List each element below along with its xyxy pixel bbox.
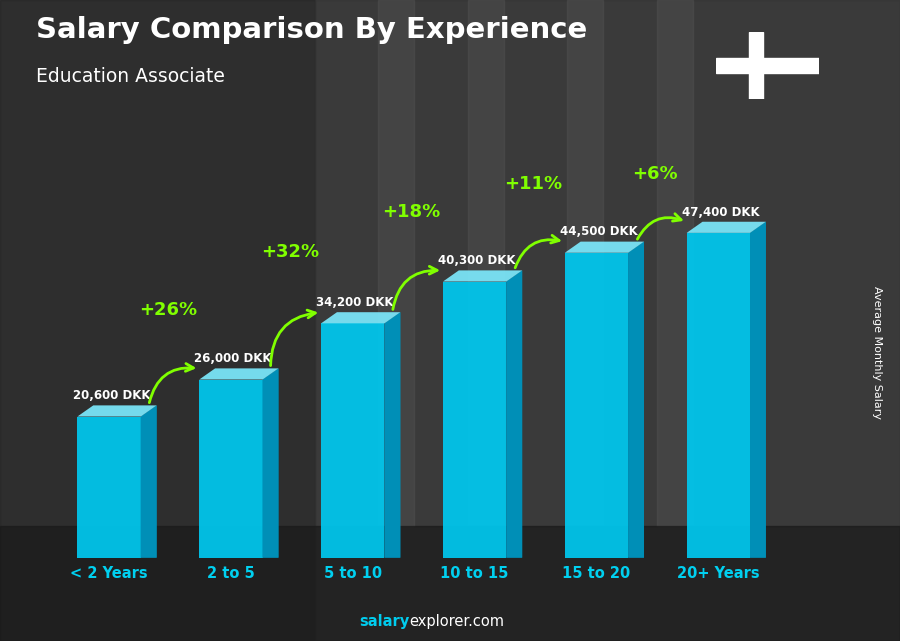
Polygon shape xyxy=(384,312,400,558)
Polygon shape xyxy=(263,369,278,558)
Polygon shape xyxy=(687,233,750,558)
Polygon shape xyxy=(77,417,140,558)
FancyArrowPatch shape xyxy=(515,235,559,268)
Text: +11%: +11% xyxy=(504,175,562,193)
Polygon shape xyxy=(443,271,522,281)
Text: Average Monthly Salary: Average Monthly Salary xyxy=(872,286,883,419)
Text: 20,600 DKK: 20,600 DKK xyxy=(73,389,150,402)
Text: 26,000 DKK: 26,000 DKK xyxy=(194,352,272,365)
Bar xyxy=(657,0,693,526)
Polygon shape xyxy=(263,369,278,558)
Bar xyxy=(0,0,315,641)
Polygon shape xyxy=(628,242,644,558)
Bar xyxy=(0,526,900,641)
Text: 40,300 DKK: 40,300 DKK xyxy=(438,254,516,267)
Text: +18%: +18% xyxy=(382,203,441,221)
FancyArrowPatch shape xyxy=(393,267,437,310)
Text: 47,400 DKK: 47,400 DKK xyxy=(682,206,760,219)
Polygon shape xyxy=(384,312,400,558)
Polygon shape xyxy=(321,323,384,558)
Polygon shape xyxy=(750,222,766,558)
Polygon shape xyxy=(140,405,157,558)
Polygon shape xyxy=(443,281,507,558)
Text: explorer.com: explorer.com xyxy=(410,615,505,629)
Polygon shape xyxy=(77,405,157,417)
Polygon shape xyxy=(687,222,766,233)
Text: +32%: +32% xyxy=(261,243,319,261)
Text: salary: salary xyxy=(359,615,410,629)
Bar xyxy=(749,32,763,99)
Bar xyxy=(468,0,504,526)
Text: Education Associate: Education Associate xyxy=(36,67,225,87)
Text: 44,500 DKK: 44,500 DKK xyxy=(560,226,638,238)
Bar xyxy=(567,0,603,526)
Polygon shape xyxy=(199,379,263,558)
Bar xyxy=(315,0,900,641)
Polygon shape xyxy=(507,271,522,558)
Polygon shape xyxy=(507,271,522,558)
Polygon shape xyxy=(321,312,400,323)
Text: 34,200 DKK: 34,200 DKK xyxy=(316,296,393,309)
Polygon shape xyxy=(565,253,628,558)
Polygon shape xyxy=(628,242,644,558)
Bar xyxy=(378,0,414,526)
Polygon shape xyxy=(140,405,157,558)
Text: +26%: +26% xyxy=(139,301,197,319)
Polygon shape xyxy=(565,242,644,253)
Text: Salary Comparison By Experience: Salary Comparison By Experience xyxy=(36,16,587,44)
FancyArrowPatch shape xyxy=(271,310,315,365)
Polygon shape xyxy=(750,222,766,558)
Bar xyxy=(716,58,819,73)
FancyArrowPatch shape xyxy=(149,363,194,403)
Text: +6%: +6% xyxy=(633,165,678,183)
FancyArrowPatch shape xyxy=(637,213,681,239)
Polygon shape xyxy=(199,369,278,379)
